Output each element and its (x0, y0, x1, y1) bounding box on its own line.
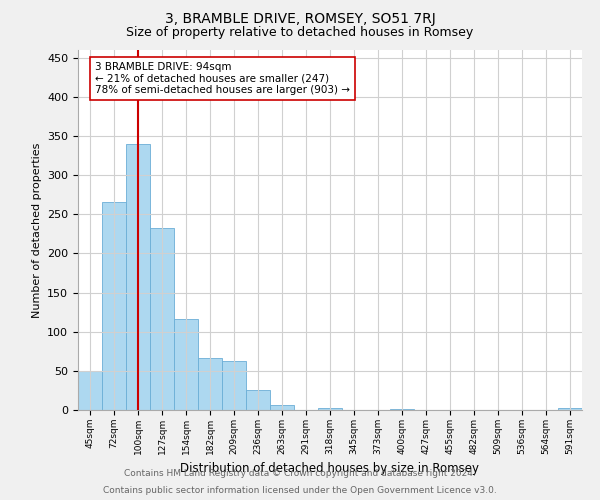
Text: 3 BRAMBLE DRIVE: 94sqm
← 21% of detached houses are smaller (247)
78% of semi-de: 3 BRAMBLE DRIVE: 94sqm ← 21% of detached… (95, 62, 350, 95)
Bar (174, 319, 198, 410)
Text: Contains public sector information licensed under the Open Government Licence v3: Contains public sector information licen… (103, 486, 497, 495)
Bar (558, 408, 582, 410)
Text: Contains HM Land Registry data © Crown copyright and database right 2024.: Contains HM Land Registry data © Crown c… (124, 468, 476, 477)
Bar (198, 358, 222, 410)
Bar (126, 144, 150, 410)
Bar (78, 371, 102, 410)
Bar (390, 409, 414, 410)
Bar (318, 408, 342, 410)
Text: Size of property relative to detached houses in Romsey: Size of property relative to detached ho… (127, 26, 473, 39)
Y-axis label: Number of detached properties: Number of detached properties (32, 142, 41, 318)
Bar (102, 202, 126, 410)
Bar (246, 390, 270, 410)
X-axis label: Distribution of detached houses by size in Romsey: Distribution of detached houses by size … (181, 462, 479, 475)
Bar (270, 404, 294, 410)
Text: 3, BRAMBLE DRIVE, ROMSEY, SO51 7RJ: 3, BRAMBLE DRIVE, ROMSEY, SO51 7RJ (164, 12, 436, 26)
Bar (222, 362, 246, 410)
Bar (150, 228, 174, 410)
